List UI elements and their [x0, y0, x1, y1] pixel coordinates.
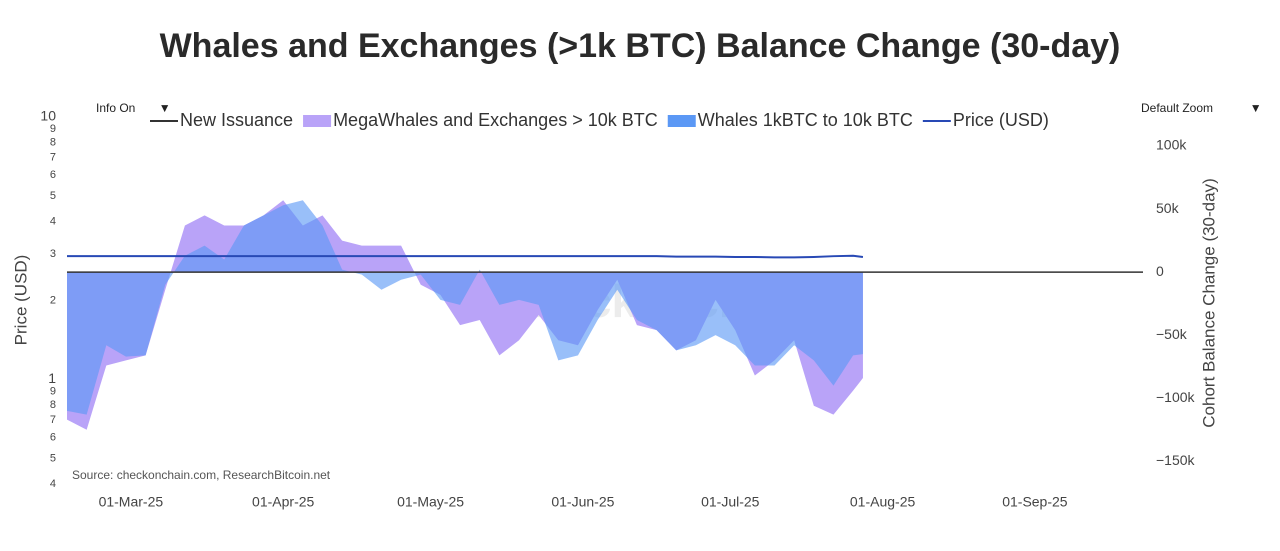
y-tick-label: 5	[50, 190, 56, 202]
x-tick-label: 01-May-25	[397, 494, 464, 510]
y2-axis-title: Cohort Balance Change (30-day)	[1199, 178, 1218, 427]
legend-label: Whales 1kBTC to 10k BTC	[698, 110, 913, 130]
y2-tick-label: 0	[1156, 263, 1164, 279]
price-line	[67, 254, 864, 259]
y-tick-label: 9	[50, 385, 56, 397]
y-tick-label: 5	[50, 452, 56, 464]
legend-label: New Issuance	[180, 110, 293, 130]
x-tick-label: 01-Sep-25	[1002, 494, 1068, 510]
y-tick-label: 7	[50, 152, 56, 164]
y2-tick-label: −50k	[1156, 326, 1188, 342]
y2-tick-label: 50k	[1156, 200, 1180, 216]
zoom-label: Default Zoom	[1141, 101, 1214, 115]
source: Source: checkonchain.com, ResearchBitcoi…	[72, 468, 331, 482]
legend-swatch	[303, 115, 332, 127]
y-tick-label: 7	[50, 414, 56, 426]
y-axis-title: Price (USD)	[11, 255, 30, 346]
y-tick-label: 1	[48, 370, 56, 386]
legend-label: Price (USD)	[953, 110, 1049, 130]
y-tick-label: 4	[50, 215, 56, 227]
y2-tick-label: −100k	[1156, 389, 1196, 405]
x-tick-label: 01-Mar-25	[99, 494, 164, 510]
y-tick-label: 2	[50, 294, 56, 306]
y-tick-label: 6	[50, 169, 56, 181]
y-tick-label: 8	[50, 136, 56, 148]
y-tick-label: 10	[40, 108, 56, 124]
x-tick-label: 01-Jul-25	[701, 494, 760, 510]
y-tick-label: 6	[50, 432, 56, 444]
y-tick-label: 3	[50, 248, 56, 260]
info-button[interactable]: Info On ▼	[96, 101, 171, 115]
y2-tick-label: 100k	[1156, 137, 1187, 153]
y-tick-label: 9	[50, 123, 56, 135]
area	[67, 200, 863, 415]
y-tick-label: 8	[50, 399, 56, 411]
zoom-button[interactable]: Default Zoom ▼	[1141, 101, 1262, 115]
x-tick-label: 01-Aug-25	[850, 494, 916, 510]
x-tick-label: 01-Apr-25	[252, 494, 314, 510]
y2-tick-label: −150k	[1156, 452, 1196, 468]
y-tick-label: 4	[50, 478, 56, 490]
info-label: Info On	[96, 101, 136, 115]
chart-title: Whales and Exchanges (>1k BTC) Balance C…	[160, 27, 1121, 65]
legend-swatch	[667, 115, 696, 127]
x-tick-label: 01-Jun-25	[551, 494, 614, 510]
legend-label: MegaWhales and Exchanges > 10k BTC	[333, 110, 658, 130]
